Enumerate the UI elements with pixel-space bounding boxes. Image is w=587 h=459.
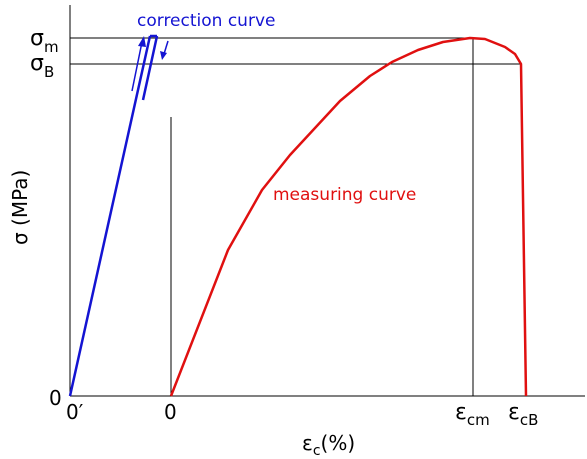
x-tick-epsilon-cm-sub: cm [467, 411, 490, 429]
x-axis-title-unit: (%) [321, 431, 356, 455]
x-tick-epsilon-cb: εcB [508, 400, 538, 429]
y-tick-sigma-m-base: σ [30, 26, 44, 51]
measuring-curve [169, 36, 528, 397]
x-tick-epsilon-cm-base: ε [455, 400, 467, 425]
y-tick-sigma-b: σB [30, 51, 54, 81]
measuring-curve-label: measuring curve [273, 185, 416, 205]
correction-curve [68, 34, 159, 397]
x-axis-title-sub: c [313, 443, 321, 459]
x-tick-epsilon-cb-base: ε [508, 400, 520, 425]
x-tick-zero-prime: 0′ [66, 400, 84, 424]
y-tick-zero: 0 [49, 386, 62, 410]
down-arrow-shaft [163, 40, 169, 55]
x-axis-title: εc(%) [302, 431, 355, 459]
x-tick-zero: 0 [164, 400, 177, 424]
correction-arrows [131, 36, 169, 92]
x-tick-epsilon-cb-sub: cB [520, 411, 539, 429]
up-arrow-shaft [131, 41, 143, 92]
y-tick-sigma-m: σm [30, 26, 59, 56]
correction-line-1 [68, 35, 152, 397]
down-arrow-head [160, 51, 167, 60]
correction-curve-label: correction curve [137, 11, 275, 31]
y-tick-sigma-b-sub: B [44, 63, 54, 81]
x-tick-epsilon-cm: εcm [455, 400, 490, 429]
correction-line-3 [141, 35, 159, 101]
up-arrow-head [138, 36, 146, 47]
y-tick-sigma-b-base: σ [30, 51, 44, 76]
y-axis-title: σ (MPa) [8, 170, 32, 245]
y-tick-sigma-m-sub: m [44, 38, 59, 56]
